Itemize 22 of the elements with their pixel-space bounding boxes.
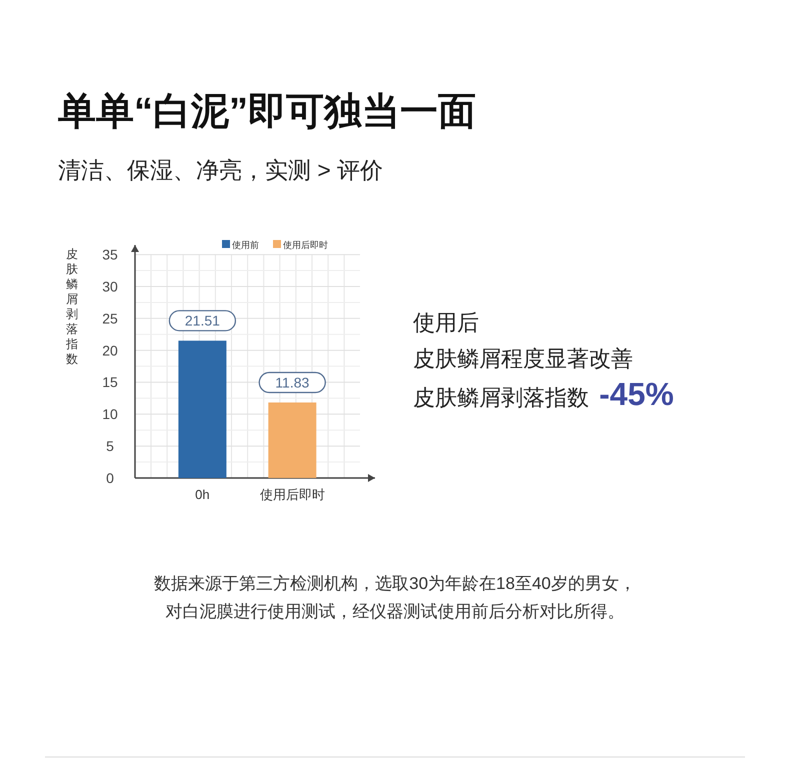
y-tick-label: 0 [106,470,114,486]
data-label: 11.83 [275,374,310,390]
y-tick-label: 10 [102,406,118,422]
x-tick-label: 0h [195,487,210,502]
text: 皮肤鳞屑剥落指数 [66,247,78,366]
chart-title: 单单“白泥”即可独当一面 [57,91,476,133]
y-tick-label: 15 [102,374,118,390]
text: -45% [599,376,674,412]
y-tick-label: 30 [102,278,118,294]
legend-label: 使用前 [232,240,259,250]
data-label: 21.51 [184,312,220,329]
legend-label: 使用后即时 [283,240,328,250]
text: 使用后 [413,310,479,335]
y-tick-label: 5 [106,438,114,454]
chart-subtitle: 清洁、保湿、净亮，实测 > 评价 [58,157,384,183]
text: 皮肤鳞屑程度显著改善 [413,346,633,371]
text: 对白泥膜进行使用测试，经仪器测试使用前后分析对比所得。 [166,602,624,621]
y-tick-label: 20 [102,342,118,358]
text: 数据来源于第三方检测机构，选取30为年龄在18至40岁的男女， [154,574,636,593]
y-axis-title: 皮肤鳞屑剥落指数 [413,385,596,410]
y-tick-label: 35 [102,246,118,263]
y-tick-label: 25 [102,310,118,326]
